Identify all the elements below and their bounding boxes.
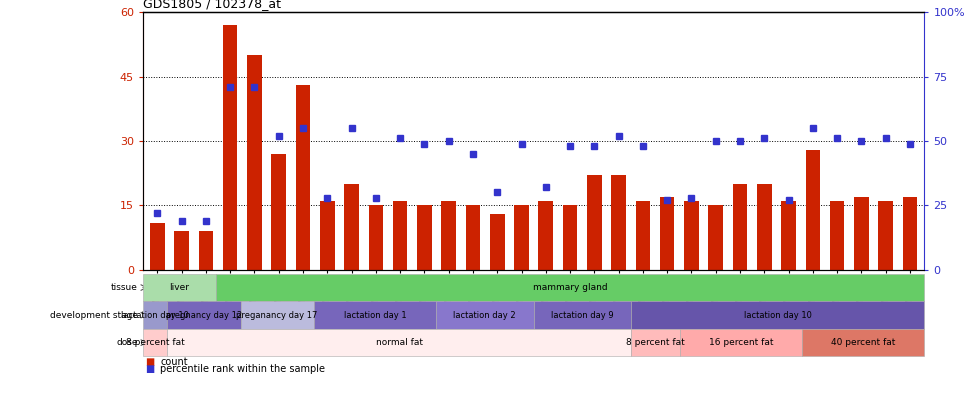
- Text: development stage: development stage: [50, 311, 138, 320]
- Text: tissue: tissue: [111, 283, 138, 292]
- Bar: [247, 55, 262, 270]
- Bar: [295, 85, 311, 270]
- Text: percentile rank within the sample: percentile rank within the sample: [160, 364, 325, 374]
- Bar: [806, 149, 820, 270]
- Bar: [441, 201, 456, 270]
- Bar: [587, 175, 601, 270]
- Bar: [611, 175, 626, 270]
- Text: 8 percent fat: 8 percent fat: [125, 338, 184, 347]
- Bar: [538, 201, 553, 270]
- Bar: [369, 205, 383, 270]
- Bar: [514, 205, 529, 270]
- Text: 40 percent fat: 40 percent fat: [831, 338, 896, 347]
- Bar: [417, 205, 431, 270]
- Bar: [732, 184, 747, 270]
- Bar: [636, 201, 650, 270]
- Bar: [684, 201, 699, 270]
- Bar: [175, 231, 189, 270]
- Bar: [345, 184, 359, 270]
- Text: lactation day 1: lactation day 1: [344, 311, 406, 320]
- Bar: [830, 201, 844, 270]
- Text: 16 percent fat: 16 percent fat: [709, 338, 774, 347]
- Bar: [660, 197, 675, 270]
- Bar: [782, 201, 796, 270]
- Bar: [902, 197, 917, 270]
- Bar: [223, 25, 237, 270]
- Bar: [854, 197, 868, 270]
- Text: count: count: [160, 358, 188, 367]
- Text: pregnancy day 12: pregnancy day 12: [166, 311, 242, 320]
- Text: lactation day 10: lactation day 10: [744, 311, 812, 320]
- Bar: [757, 184, 772, 270]
- Text: lactation day 9: lactation day 9: [551, 311, 614, 320]
- Text: mammary gland: mammary gland: [533, 283, 608, 292]
- Bar: [878, 201, 893, 270]
- Bar: [466, 205, 481, 270]
- Bar: [490, 214, 505, 270]
- Bar: [199, 231, 213, 270]
- Text: dose: dose: [117, 338, 138, 347]
- Bar: [393, 201, 407, 270]
- Text: lactation day 10: lactation day 10: [121, 311, 189, 320]
- Bar: [271, 154, 286, 270]
- Text: lactation day 2: lactation day 2: [454, 311, 516, 320]
- Text: preganancy day 17: preganancy day 17: [236, 311, 317, 320]
- Text: GDS1805 / 102378_at: GDS1805 / 102378_at: [143, 0, 281, 10]
- Text: ■: ■: [145, 358, 154, 367]
- Bar: [320, 201, 335, 270]
- Text: 8 percent fat: 8 percent fat: [626, 338, 685, 347]
- Text: liver: liver: [170, 283, 189, 292]
- Bar: [151, 222, 165, 270]
- Bar: [708, 205, 723, 270]
- Text: ■: ■: [145, 364, 154, 374]
- Text: normal fat: normal fat: [375, 338, 423, 347]
- Bar: [563, 205, 577, 270]
